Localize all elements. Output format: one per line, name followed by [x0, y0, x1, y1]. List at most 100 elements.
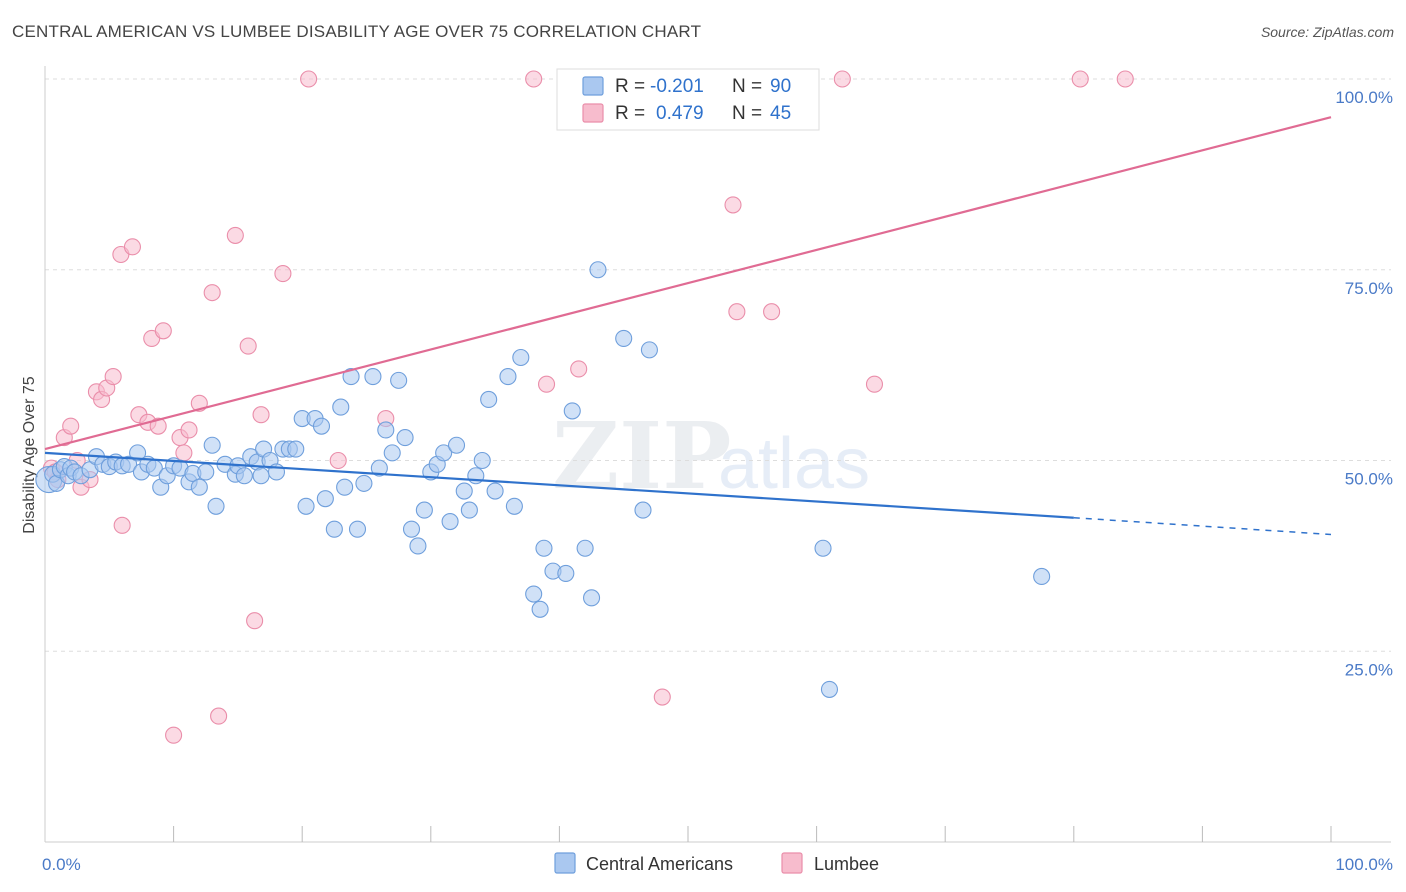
point-central-americans [589, 261, 607, 279]
point-central-americans [531, 600, 549, 618]
x-tick-label: 0.0% [42, 855, 81, 874]
point-lumbee [165, 726, 183, 744]
point-lumbee [246, 612, 264, 630]
watermark: ZIP atlas [552, 402, 870, 510]
point-central-americans [535, 539, 553, 557]
point-central-americans [634, 501, 652, 519]
point-central-americans [120, 455, 138, 473]
point-central-americans [287, 440, 305, 458]
point-central-americans [557, 564, 575, 582]
legend-n-label-1: N = [732, 76, 762, 97]
point-lumbee [724, 196, 742, 214]
point-central-americans [197, 463, 215, 481]
point-central-americans [455, 482, 473, 500]
trend-line-central-americans [44, 451, 1074, 519]
legend-swatch-central-americans [582, 76, 604, 96]
point-central-americans [582, 589, 601, 607]
point-lumbee [728, 303, 746, 321]
point-lumbee [210, 707, 228, 725]
x-tick-labels: 0.0% 100.0% [42, 855, 1393, 874]
point-lumbee [239, 337, 257, 355]
stats-legend: R = -0.201 N = 90 R = 0.479 N = 45 [556, 68, 820, 131]
point-central-americans [355, 474, 373, 492]
point-lumbee [62, 417, 80, 435]
point-central-americans [505, 497, 523, 515]
point-central-americans [486, 482, 504, 500]
point-central-americans [499, 368, 517, 386]
point-lumbee [1116, 70, 1134, 88]
series-central-americans-points [35, 261, 1051, 698]
x-tick-label: 100.0% [1335, 855, 1393, 874]
bottom-legend-swatch-central-americans [554, 852, 576, 874]
point-lumbee [537, 375, 556, 393]
point-central-americans [203, 436, 221, 454]
point-central-americans [820, 680, 839, 698]
point-central-americans [370, 459, 388, 477]
point-lumbee [123, 238, 141, 256]
point-lumbee [252, 406, 270, 424]
y-tick-labels: 25.0% 50.0% 75.0% 100.0% [1335, 88, 1393, 679]
bottom-legend-swatch-lumbee [781, 852, 803, 874]
legend-swatch-lumbee [582, 103, 604, 123]
point-central-americans [615, 329, 633, 347]
point-lumbee [175, 444, 193, 462]
series-lumbee-points [42, 70, 1134, 744]
point-central-americans [525, 585, 543, 603]
point-central-americans [512, 348, 530, 367]
legend-n-label-2: N = [732, 103, 762, 124]
point-central-americans [190, 478, 208, 496]
point-central-americans [252, 467, 270, 485]
legend-r-label-2: R = [615, 103, 645, 124]
point-lumbee [763, 303, 781, 321]
watermark-atlas: atlas [718, 424, 870, 504]
point-central-americans [332, 398, 350, 416]
point-central-americans [348, 520, 367, 538]
point-central-americans [640, 341, 658, 359]
point-lumbee [203, 284, 221, 302]
point-lumbee [300, 70, 318, 88]
point-central-americans [576, 539, 594, 557]
y-tick-label: 100.0% [1335, 88, 1393, 107]
trend-line-extension [1073, 516, 1332, 536]
legend-n-value-1: 90 [770, 76, 791, 97]
point-central-americans [402, 520, 421, 538]
watermark-zip: ZIP [552, 402, 731, 510]
point-central-americans [460, 501, 478, 519]
legend-n-value-2: 45 [770, 103, 791, 124]
point-central-americans [814, 539, 832, 557]
y-tick-label: 25.0% [1345, 660, 1393, 679]
point-lumbee [329, 451, 347, 470]
point-central-americans [480, 390, 498, 409]
y-axis-title: Disability Age Over 75 [21, 376, 38, 534]
trend-line-lumbee [44, 116, 1332, 451]
trend-lines [44, 116, 1332, 536]
point-lumbee [525, 70, 543, 88]
grid-lines [45, 78, 1391, 652]
y-tick-label: 50.0% [1345, 470, 1393, 489]
point-central-americans [297, 497, 315, 515]
point-central-americans [1033, 567, 1051, 586]
chart-title: CENTRAL AMERICAN VS LUMBEE DISABILITY AG… [12, 22, 702, 41]
point-central-americans [435, 444, 453, 462]
bottom-legend-label-central-americans: Central Americans [586, 854, 733, 874]
point-central-americans [441, 512, 459, 531]
point-central-americans [473, 451, 491, 470]
point-central-americans [383, 444, 401, 462]
legend-r-value-1: -0.201 [650, 76, 704, 97]
point-central-americans [235, 467, 253, 485]
point-lumbee [113, 516, 131, 534]
point-central-americans [396, 429, 414, 447]
point-central-americans [409, 537, 427, 555]
point-lumbee [104, 368, 122, 386]
point-lumbee [865, 375, 884, 393]
point-central-americans [336, 478, 354, 496]
point-central-americans [364, 368, 382, 386]
point-lumbee [570, 360, 588, 378]
point-lumbee [226, 226, 244, 244]
axes [44, 66, 1391, 843]
series-legend: Central Americans Lumbee [554, 852, 879, 874]
point-central-americans [316, 490, 334, 508]
point-lumbee [149, 417, 167, 435]
point-lumbee [833, 70, 851, 88]
point-central-americans [129, 444, 147, 462]
